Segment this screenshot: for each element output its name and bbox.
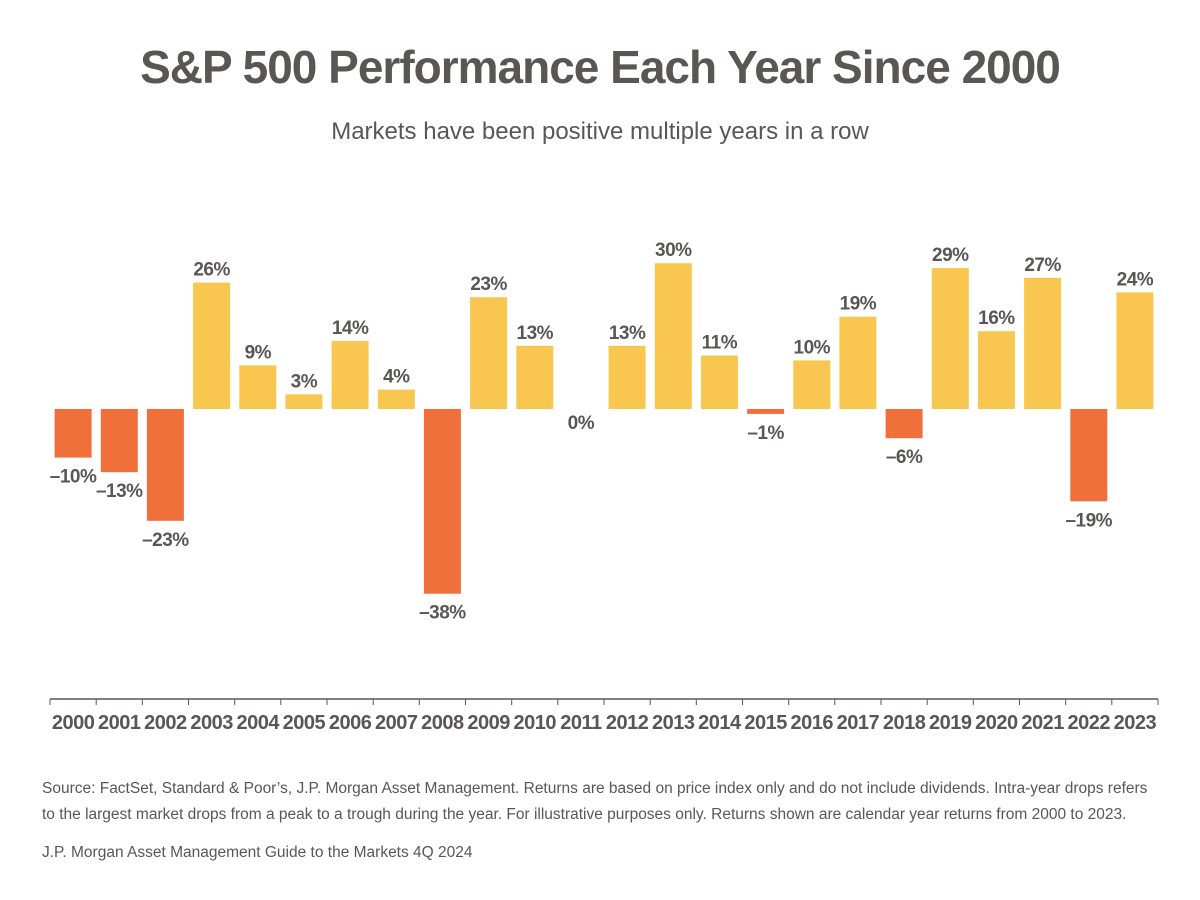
tick-label-2022: 2022 (1068, 712, 1111, 734)
data-label-2013: 30% (655, 240, 692, 261)
chart-subtitle: Markets have been positive multiple year… (331, 118, 869, 145)
data-label-2016: 10% (794, 337, 831, 358)
data-label-2000: –10% (50, 467, 97, 488)
data-label-2006: 14% (332, 318, 369, 339)
tick-label-2009: 2009 (467, 712, 510, 734)
tick-label-2021: 2021 (1021, 712, 1064, 734)
bar-2016 (793, 360, 831, 409)
tick-label-2007: 2007 (375, 712, 418, 734)
data-label-2023: 24% (1117, 269, 1154, 290)
citation-note: J.P. Morgan Asset Management Guide to th… (42, 844, 473, 861)
data-label-2003: 26% (193, 260, 230, 281)
bar-2021 (1024, 277, 1062, 409)
data-label-2020: 16% (978, 308, 1015, 329)
chart-title: S&P 500 Performance Each Year Since 2000 (140, 41, 1061, 93)
data-label-2008: –38% (419, 603, 466, 624)
bar-2013 (654, 263, 692, 409)
bar-2008 (423, 409, 461, 594)
tick-label-2017: 2017 (837, 712, 880, 734)
bar-2022 (1070, 409, 1108, 502)
bar-2010 (516, 345, 554, 409)
tick-label-2020: 2020 (975, 712, 1018, 734)
data-label-2001: –13% (96, 481, 143, 502)
data-label-2015: –1% (747, 423, 784, 444)
tick-label-2003: 2003 (190, 712, 233, 734)
tick-label-2004: 2004 (237, 712, 281, 734)
bar-2015 (747, 409, 785, 414)
data-label-2018: –6% (886, 447, 923, 468)
data-label-2007: 4% (383, 367, 410, 388)
data-label-2017: 19% (840, 294, 877, 315)
tick-label-2000: 2000 (52, 712, 95, 734)
data-label-2004: 9% (245, 342, 272, 363)
bar-2002 (146, 409, 184, 521)
tick-label-2019: 2019 (929, 712, 972, 734)
bar-2023 (1116, 292, 1154, 409)
data-label-2009: 23% (470, 274, 507, 295)
data-label-2022: –19% (1065, 510, 1112, 531)
tick-label-2008: 2008 (421, 712, 464, 734)
data-label-2014: 11% (702, 333, 738, 354)
bar-2017 (839, 316, 877, 409)
tick-label-2018: 2018 (883, 712, 926, 734)
bar-2014 (700, 355, 738, 409)
bar-2003 (193, 282, 231, 409)
source-note: Source: FactSet, Standard & Poor’s, J.P.… (42, 780, 1148, 823)
tick-label-2016: 2016 (791, 712, 834, 734)
bar-2005 (285, 394, 323, 409)
tick-label-2001: 2001 (98, 712, 141, 734)
tick-label-2013: 2013 (652, 712, 695, 734)
bar-2020 (977, 331, 1015, 409)
bar-2001 (100, 409, 138, 473)
data-label-2021: 27% (1024, 255, 1061, 276)
tick-label-2012: 2012 (606, 712, 649, 734)
tick-label-2015: 2015 (744, 712, 787, 734)
bar-2004 (239, 365, 277, 409)
tick-label-2002: 2002 (144, 712, 187, 734)
bar-2012 (608, 345, 646, 409)
bar-2006 (331, 341, 369, 409)
data-label-2012: 13% (609, 323, 646, 344)
data-label-2019: 29% (932, 245, 969, 266)
bar-2000 (54, 409, 92, 458)
data-label-2005: 3% (291, 371, 318, 392)
tick-label-2006: 2006 (329, 712, 372, 734)
tick-label-2014: 2014 (698, 712, 742, 734)
bar-2018 (885, 409, 923, 439)
tick-label-2010: 2010 (514, 712, 557, 734)
bar-2009 (470, 297, 508, 409)
data-label-2010: 13% (517, 323, 554, 344)
data-label-2011: 0% (568, 413, 595, 434)
data-label-2002: –23% (142, 530, 189, 551)
tick-label-2005: 2005 (283, 712, 326, 734)
bar-chart: –10% 2000 –13% 2001 –23% 2002 26% 2003 9% 2004 3% 2… (49, 240, 1159, 734)
tick-label-2023: 2023 (1114, 712, 1157, 734)
tick-label-2011: 2011 (560, 712, 602, 734)
bar-2019 (931, 268, 969, 409)
bar-2007 (377, 389, 415, 409)
